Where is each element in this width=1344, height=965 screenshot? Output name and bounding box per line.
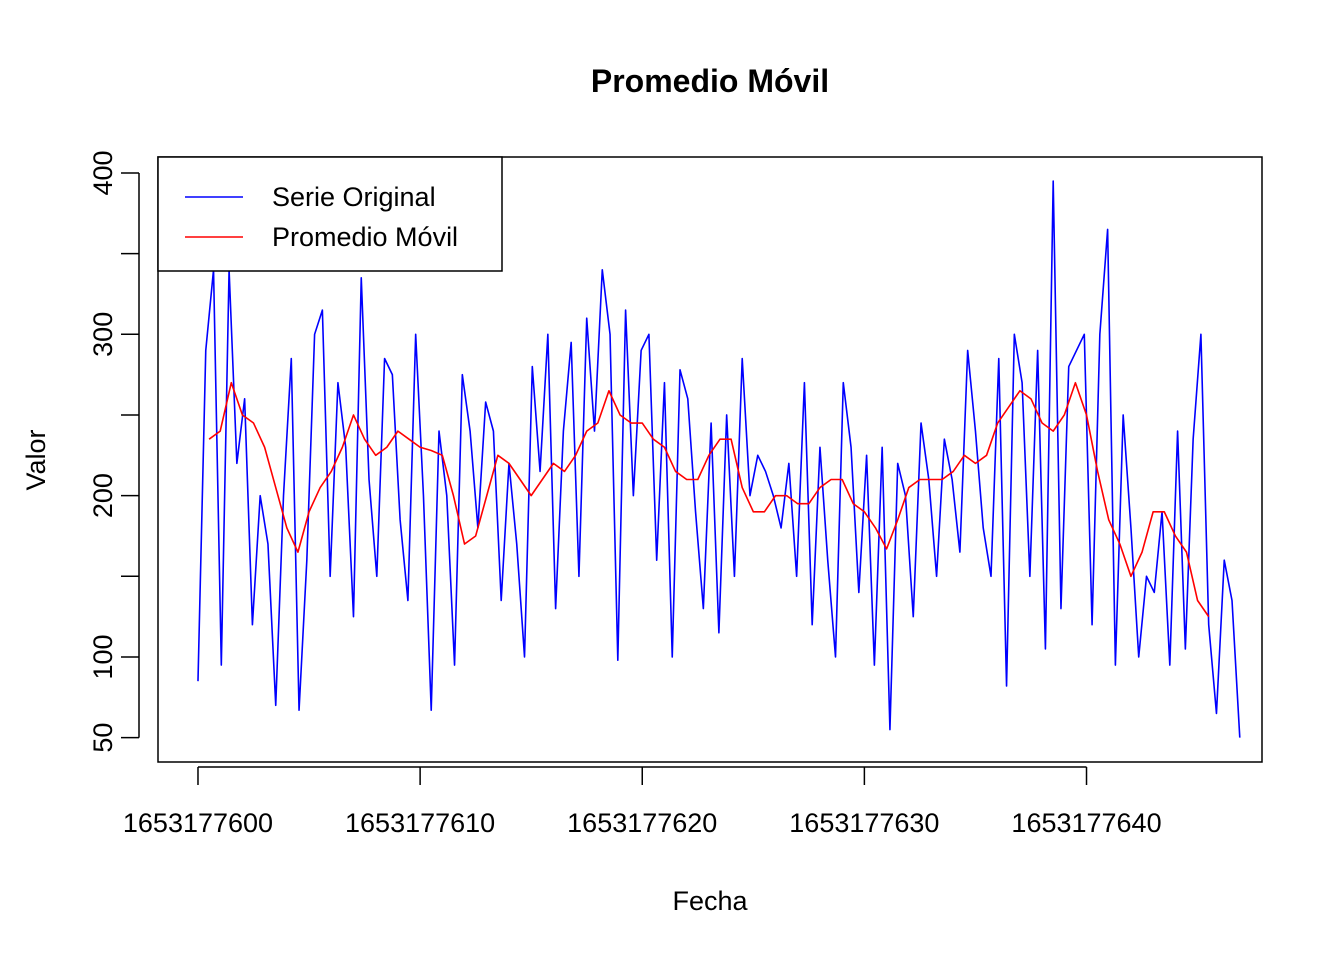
y-tick-label: 400 <box>88 150 118 195</box>
legend-label: Serie Original <box>272 182 436 212</box>
legend-label: Promedio Móvil <box>272 222 458 252</box>
y-axis-label: Valor <box>21 429 51 490</box>
x-tick-label: 1653177630 <box>789 808 939 838</box>
y-tick-label: 50 <box>88 723 118 753</box>
x-tick-label: 1653177640 <box>1011 808 1161 838</box>
y-tick-label: 100 <box>88 634 118 679</box>
y-tick-label: 200 <box>88 473 118 518</box>
series-line <box>197 180 1241 738</box>
plot-frame <box>157 156 1263 763</box>
y-tick-label: 300 <box>88 312 118 357</box>
x-tick-label: 1653177600 <box>123 808 273 838</box>
x-axis-label: Fecha <box>672 886 748 916</box>
legend-box <box>157 156 503 272</box>
x-tick-label: 1653177610 <box>345 808 495 838</box>
chart-title: Promedio Móvil <box>591 63 829 99</box>
x-tick-label: 1653177620 <box>567 808 717 838</box>
series-line <box>208 381 1210 618</box>
